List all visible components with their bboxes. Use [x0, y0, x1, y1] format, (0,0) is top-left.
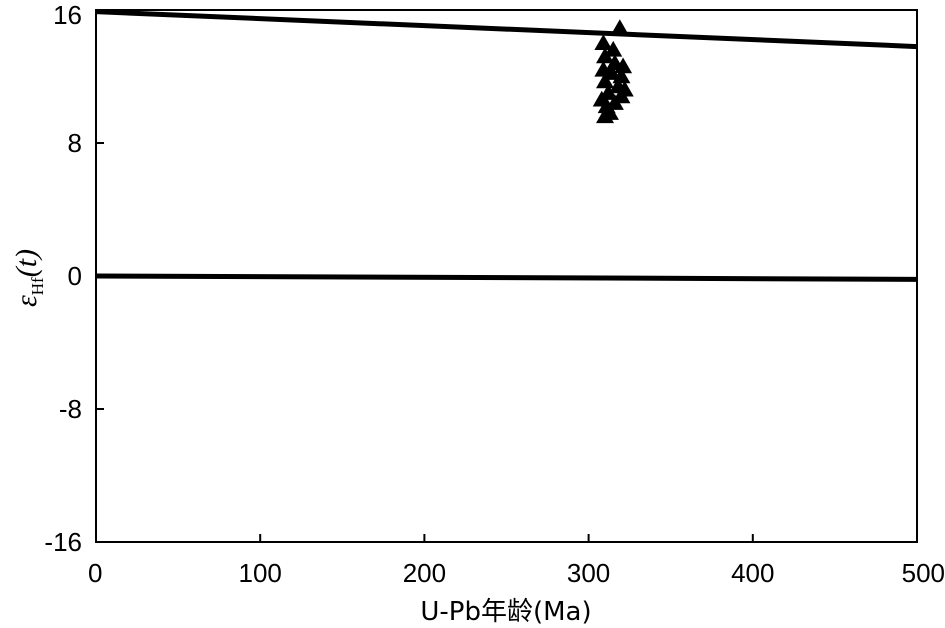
x-axis-title: U-Pb年龄(Ma): [420, 597, 591, 627]
data-point-triangle: [614, 57, 633, 74]
x-tick-label: 0: [88, 558, 102, 588]
x-tick-label: 400: [731, 558, 774, 588]
data-points: [592, 19, 634, 124]
x-tick-label: 100: [239, 558, 282, 588]
y-tick-label: -16: [44, 527, 82, 557]
x-axis: 0 100 200 300 400 500: [88, 534, 945, 588]
y-axis-title: εHf(t): [10, 249, 47, 307]
data-point-triangle: [604, 40, 623, 57]
reference-lines: [95, 9, 918, 282]
y-axis-title-suffix: (t): [10, 249, 43, 277]
data-point-triangle: [602, 64, 621, 80]
y-axis: 16 8 0 -8 -16: [44, 0, 104, 557]
data-point-triangle: [596, 47, 615, 64]
data-point-triangle: [596, 107, 615, 124]
y-tick-label: -8: [59, 394, 82, 424]
depleted-mantle-line: [95, 9, 918, 50]
y-axis-title-sub: Hf: [28, 277, 47, 295]
y-tick-label: 16: [53, 0, 82, 30]
data-point-triangle: [594, 34, 613, 50]
x-tick-label: 500: [902, 558, 945, 588]
y-axis-title-main: ε: [10, 295, 43, 307]
chur-line: [95, 273, 918, 282]
data-point-triangle: [612, 67, 631, 84]
y-tick-label: 8: [68, 128, 82, 158]
x-tick-label: 300: [567, 558, 610, 588]
y-tick-label: 0: [68, 261, 82, 291]
x-tick-label: 200: [403, 558, 446, 588]
data-point-triangle: [610, 19, 629, 36]
data-point-triangle: [596, 72, 615, 89]
